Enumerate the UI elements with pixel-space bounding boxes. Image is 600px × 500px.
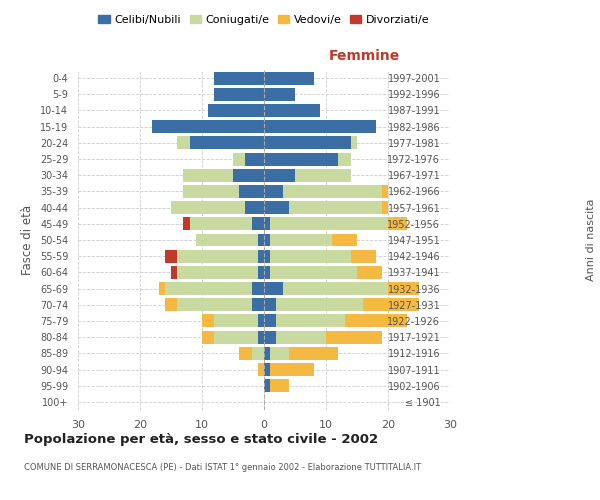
Bar	[264, 136, 351, 149]
Bar	[245, 152, 264, 166]
Bar	[177, 298, 251, 311]
Bar	[264, 234, 270, 246]
Bar	[289, 201, 382, 214]
Bar	[171, 266, 177, 279]
Bar	[239, 347, 251, 360]
Bar	[264, 169, 295, 181]
Bar	[264, 104, 320, 117]
Bar	[202, 330, 214, 344]
Bar	[264, 314, 277, 328]
Bar	[277, 314, 344, 328]
Bar	[270, 266, 357, 279]
Bar	[264, 330, 277, 344]
Bar	[344, 314, 407, 328]
Bar	[239, 185, 264, 198]
Bar	[351, 136, 357, 149]
Bar	[264, 201, 289, 214]
Bar	[283, 282, 388, 295]
Bar	[264, 347, 270, 360]
Bar	[264, 72, 314, 85]
Bar	[214, 72, 264, 85]
Bar	[382, 185, 388, 198]
Bar	[245, 201, 264, 214]
Bar	[326, 330, 382, 344]
Bar	[184, 169, 233, 181]
Text: Popolazione per età, sesso e stato civile - 2002: Popolazione per età, sesso e stato civil…	[24, 432, 378, 446]
Bar	[264, 379, 270, 392]
Bar	[289, 347, 338, 360]
Bar	[295, 169, 351, 181]
Bar	[152, 120, 264, 133]
Bar	[264, 88, 295, 101]
Bar	[184, 185, 239, 198]
Bar	[258, 314, 264, 328]
Bar	[251, 298, 264, 311]
Bar	[190, 136, 264, 149]
Bar	[233, 152, 245, 166]
Bar	[251, 347, 264, 360]
Text: Femmine: Femmine	[329, 49, 400, 63]
Bar	[177, 136, 190, 149]
Bar	[264, 120, 376, 133]
Bar	[165, 282, 251, 295]
Bar	[258, 266, 264, 279]
Bar	[190, 218, 251, 230]
Text: Anni di nascita: Anni di nascita	[586, 198, 596, 281]
Bar	[357, 266, 382, 279]
Bar	[270, 234, 332, 246]
Bar	[277, 330, 326, 344]
Bar	[158, 282, 165, 295]
Bar	[264, 218, 270, 230]
Bar	[233, 169, 264, 181]
Bar	[270, 218, 388, 230]
Bar	[264, 152, 338, 166]
Bar	[258, 250, 264, 262]
Bar	[196, 234, 258, 246]
Bar	[264, 250, 270, 262]
Y-axis label: Fasce di età: Fasce di età	[22, 205, 34, 275]
Text: COMUNE DI SERRAMONACESCA (PE) - Dati ISTAT 1° gennaio 2002 - Elaborazione TUTTIT: COMUNE DI SERRAMONACESCA (PE) - Dati IST…	[24, 463, 421, 472]
Bar	[165, 298, 177, 311]
Bar	[214, 88, 264, 101]
Bar	[214, 314, 258, 328]
Bar	[270, 379, 289, 392]
Bar	[264, 282, 283, 295]
Bar	[338, 152, 351, 166]
Bar	[277, 298, 363, 311]
Bar	[388, 282, 419, 295]
Bar	[363, 298, 419, 311]
Bar	[258, 330, 264, 344]
Bar	[258, 363, 264, 376]
Bar	[382, 201, 388, 214]
Bar	[202, 314, 214, 328]
Bar	[264, 266, 270, 279]
Bar	[351, 250, 376, 262]
Bar	[165, 250, 177, 262]
Bar	[270, 347, 289, 360]
Bar	[264, 185, 283, 198]
Bar	[251, 282, 264, 295]
Bar	[258, 234, 264, 246]
Bar	[332, 234, 357, 246]
Bar	[264, 298, 277, 311]
Legend: Celibi/Nubili, Coniugati/e, Vedovi/e, Divorziati/e: Celibi/Nubili, Coniugati/e, Vedovi/e, Di…	[94, 10, 434, 29]
Bar	[184, 218, 190, 230]
Bar	[264, 363, 270, 376]
Bar	[208, 104, 264, 117]
Bar	[251, 218, 264, 230]
Bar	[171, 201, 245, 214]
Bar	[270, 250, 351, 262]
Bar	[270, 363, 314, 376]
Bar	[388, 218, 407, 230]
Bar	[283, 185, 382, 198]
Bar	[177, 266, 258, 279]
Bar	[177, 250, 258, 262]
Bar	[214, 330, 258, 344]
